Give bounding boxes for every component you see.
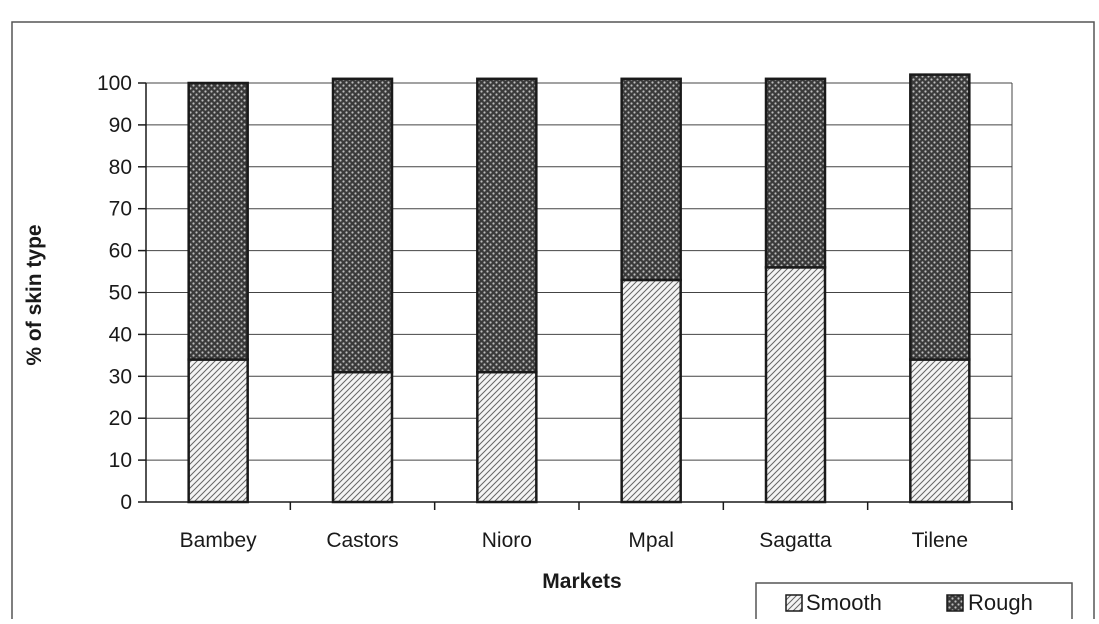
y-tick-label: 100 [97, 72, 132, 95]
bar-rough-sagatta [764, 77, 827, 269]
y-tick-label: 20 [109, 407, 132, 430]
bars [187, 73, 971, 504]
legend-label-rough: Rough [968, 590, 1033, 615]
y-tick-label: 50 [109, 282, 132, 305]
tick-labels: 0 10 20 30 40 50 60 70 80 90 100 Bambey Castors Nioro… [97, 72, 968, 552]
legend-swatch-smooth [785, 594, 803, 612]
y-tick-label: 30 [109, 365, 132, 388]
legend-label-smooth: Smooth [806, 590, 882, 615]
bar-rough-bambey [187, 81, 249, 361]
legend-swatch-rough [946, 594, 964, 612]
x-tick-label: Sagatta [759, 529, 832, 552]
bar-rough-tilene [909, 73, 971, 361]
bar-rough-nioro [476, 77, 538, 374]
y-tick-label: 80 [109, 156, 132, 179]
bar-smooth-mpal [620, 278, 682, 504]
gridlines [146, 82, 1013, 502]
x-tick-label: Bambey [180, 529, 258, 552]
legend-box [755, 582, 1073, 624]
bar-smooth-bambey [187, 358, 249, 504]
x-axis-title: Markets [542, 570, 621, 593]
bar-rough-castors [331, 77, 394, 374]
x-tick-label: Mpal [628, 529, 674, 552]
x-tick-label: Castors [326, 529, 398, 552]
bar-smooth-nioro [476, 370, 538, 504]
y-tick-label: 10 [109, 449, 132, 472]
legend: Smooth Rough [755, 582, 1073, 624]
axes [138, 82, 1013, 510]
bar-smooth-sagatta [764, 266, 827, 504]
bar-smooth-castors [331, 370, 394, 504]
x-tick-label: Nioro [482, 529, 532, 552]
y-tick-label: 90 [109, 114, 132, 137]
y-tick-label: 40 [109, 323, 132, 346]
x-tick-label: Tilene [912, 529, 968, 552]
bar-rough-mpal [620, 77, 682, 282]
y-tick-label: 70 [109, 198, 132, 221]
y-tick-label: 60 [109, 240, 132, 263]
y-tick-label: 0 [120, 491, 132, 514]
bar-smooth-tilene [909, 358, 971, 504]
y-axis-title: % of skin type [23, 224, 46, 365]
